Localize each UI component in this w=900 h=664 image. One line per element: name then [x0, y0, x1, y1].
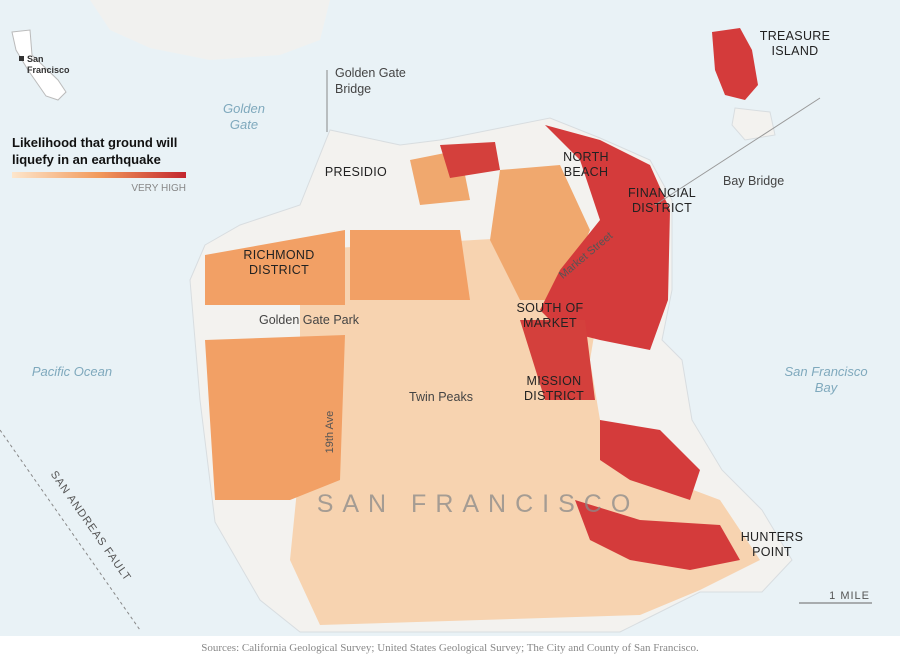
label-line: MISSION	[527, 374, 582, 388]
label-line: Golden	[223, 101, 265, 116]
place-label: SOUTH OF MARKET	[517, 301, 584, 330]
treasure-island	[712, 28, 758, 100]
inset-label: San Francisco	[27, 54, 70, 75]
bridge-label: Golden Gate Bridge	[335, 66, 406, 96]
label-line: Francisco	[27, 65, 70, 75]
legend-high: VERY HIGH	[131, 183, 186, 194]
place-label: NORTH BEACH	[563, 150, 609, 179]
marin-land	[90, 0, 330, 60]
label-line: San	[27, 54, 44, 64]
label-line: FINANCIAL	[628, 186, 696, 200]
label-line: DISTRICT	[524, 389, 584, 403]
hill-label: Twin Peaks	[409, 390, 473, 404]
place-label: HUNTERS POINT	[741, 530, 804, 559]
label-line: POINT	[752, 545, 792, 559]
water-label: San Francisco Bay	[784, 364, 867, 395]
legend-gradient	[12, 172, 186, 178]
label-line: ISLAND	[772, 44, 819, 58]
label-line: TREASURE	[760, 29, 830, 43]
scale-label: 1 MILE	[829, 590, 870, 602]
zone-very-high	[440, 142, 595, 400]
place-label: RICHMOND DISTRICT	[243, 248, 314, 277]
water-label: Golden Gate	[223, 101, 265, 132]
place-label: FINANCIAL DISTRICT	[628, 186, 696, 215]
place-label: MISSION DISTRICT	[524, 374, 584, 403]
label-line: NORTH	[563, 150, 609, 164]
water-label: Pacific Ocean	[32, 364, 112, 379]
footer-bg	[0, 636, 900, 664]
zone-moderate	[410, 150, 590, 300]
label-line: liquefy in an earthquake	[12, 152, 161, 167]
label-line: MARKET	[523, 316, 577, 330]
label-line: Bridge	[335, 82, 371, 96]
bridge-label: Bay Bridge	[723, 174, 784, 188]
inset-marker	[19, 56, 24, 61]
label-line: RICHMOND	[243, 248, 314, 262]
label-line: DISTRICT	[249, 263, 309, 277]
bay-bridge	[654, 97, 821, 206]
label-line: HUNTERS	[741, 530, 804, 544]
label-line: Likelihood that ground will	[12, 135, 177, 150]
legend-title: Likelihood that ground will liquefy in an…	[12, 135, 177, 167]
label-line: Gate	[230, 117, 258, 132]
place-label: TREASURE ISLAND	[760, 29, 830, 58]
source: Sources: California Geological Survey; U…	[201, 642, 699, 654]
fault-line	[0, 429, 141, 631]
zone-very-high	[540, 125, 670, 350]
label-line: San Francisco	[784, 364, 867, 379]
zone-moderate	[205, 230, 470, 500]
label-line: SOUTH OF	[517, 301, 584, 315]
zone-very-high	[575, 420, 740, 570]
place-label: PRESIDIO	[325, 165, 387, 179]
label-line: Bay	[815, 380, 839, 395]
label-line: DISTRICT	[632, 201, 692, 215]
label-line: BEACH	[564, 165, 609, 179]
park-label: Golden Gate Park	[259, 313, 360, 327]
street-label: 19th Ave	[324, 411, 336, 454]
city-label: SAN FRANCISCO	[317, 490, 640, 518]
label-line: Golden Gate	[335, 66, 406, 80]
